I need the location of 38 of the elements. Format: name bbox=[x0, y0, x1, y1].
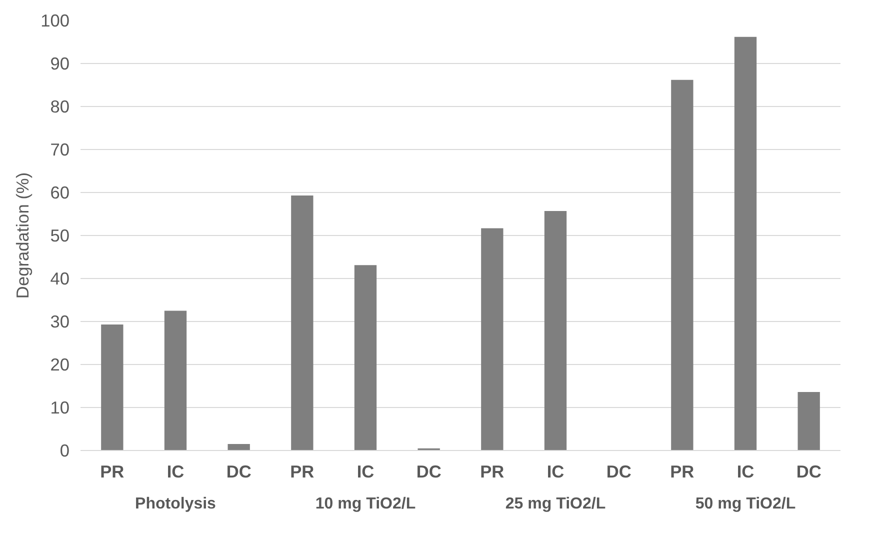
bar bbox=[228, 444, 250, 450]
x-tick-label: IC bbox=[166, 462, 185, 482]
bar bbox=[671, 80, 694, 450]
x-tick-label: PR bbox=[480, 462, 505, 482]
x-tick-label: DC bbox=[416, 462, 442, 482]
x-tick-label: PR bbox=[670, 462, 695, 482]
text: 50 mg TiO2/L bbox=[695, 496, 796, 512]
x-tick-label: PR bbox=[290, 462, 315, 482]
bar bbox=[164, 310, 187, 450]
bar bbox=[481, 228, 504, 450]
y-tick-label: 50 bbox=[50, 226, 70, 246]
y-tick-label: 70 bbox=[50, 140, 70, 160]
x-tick-label: IC bbox=[356, 462, 375, 482]
y-tick-label: 60 bbox=[50, 182, 70, 202]
text: Photolysis bbox=[135, 496, 216, 512]
text: 25 mg TiO2/L bbox=[505, 496, 606, 512]
y-axis-title: Degradation (%) bbox=[12, 172, 33, 299]
y-tick-label: 30 bbox=[50, 312, 70, 332]
y-tick-label: 40 bbox=[50, 268, 70, 288]
x-tick-label: PR bbox=[100, 462, 125, 482]
text: 10 mg TiO2/L bbox=[315, 496, 416, 512]
y-tick-label: 90 bbox=[50, 54, 70, 74]
bar bbox=[101, 324, 124, 450]
y-tick-label: 10 bbox=[50, 398, 70, 418]
x-tick-label: DC bbox=[606, 462, 632, 482]
y-tick-label: 100 bbox=[40, 10, 70, 30]
bar bbox=[291, 196, 314, 450]
x-tick-label: DC bbox=[796, 462, 822, 482]
y-tick-label: 20 bbox=[50, 354, 70, 374]
x-tick-label: IC bbox=[546, 462, 565, 482]
bar bbox=[354, 265, 377, 450]
bar bbox=[734, 36, 757, 450]
x-tick-label: IC bbox=[736, 462, 755, 482]
y-tick-label: 0 bbox=[60, 440, 70, 460]
y-tick-label: 80 bbox=[50, 96, 70, 116]
x-tick-label: DC bbox=[226, 462, 252, 482]
bar bbox=[798, 392, 820, 450]
bar bbox=[544, 210, 567, 450]
